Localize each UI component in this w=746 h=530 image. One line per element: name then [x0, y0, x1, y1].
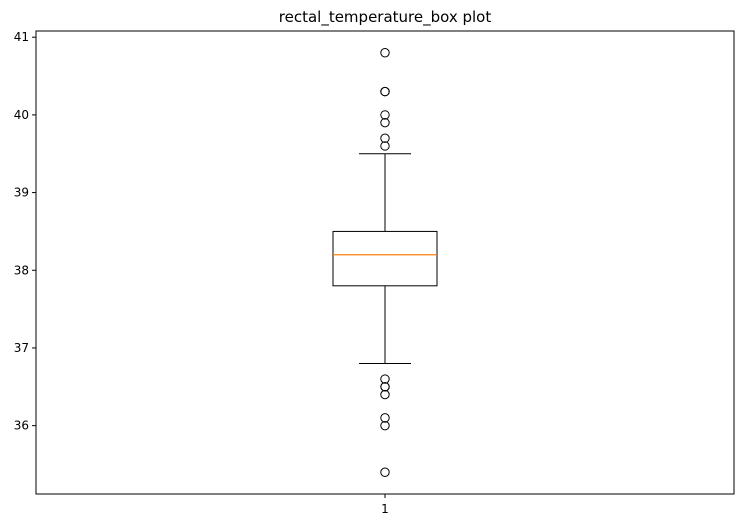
iqr-box: [332, 230, 438, 287]
outlier-point-11: [380, 413, 390, 423]
outlier-point-5: [380, 133, 390, 143]
outlier-point-3: [380, 110, 390, 120]
outlier-point-6: [380, 141, 390, 151]
axes-frame: [35, 30, 735, 495]
y-tick-label-38: 38: [14, 263, 29, 277]
y-tick-label-41: 41: [14, 30, 29, 44]
outlier-point-2: [380, 86, 390, 97]
y-tick-label-40: 40: [14, 108, 29, 122]
x-tick-label-1: 1: [381, 502, 389, 516]
y-tick-label-36: 36: [14, 419, 29, 433]
outlier-point-9: [380, 382, 390, 392]
y-tick-label-37: 37: [14, 341, 29, 355]
outlier-point-10: [380, 389, 390, 400]
plot-area: 36 37 38 39 40 41 1: [14, 30, 438, 516]
chart-title: rectal_temperature_box plot: [279, 8, 492, 27]
outlier-point-4: [380, 117, 390, 128]
outlier-point-7: [380, 374, 390, 384]
outlier-point-13: [380, 467, 390, 477]
outlier-point-12: [380, 420, 390, 431]
outlier-point-0: [380, 48, 390, 58]
y-tick-label-39: 39: [14, 186, 29, 200]
